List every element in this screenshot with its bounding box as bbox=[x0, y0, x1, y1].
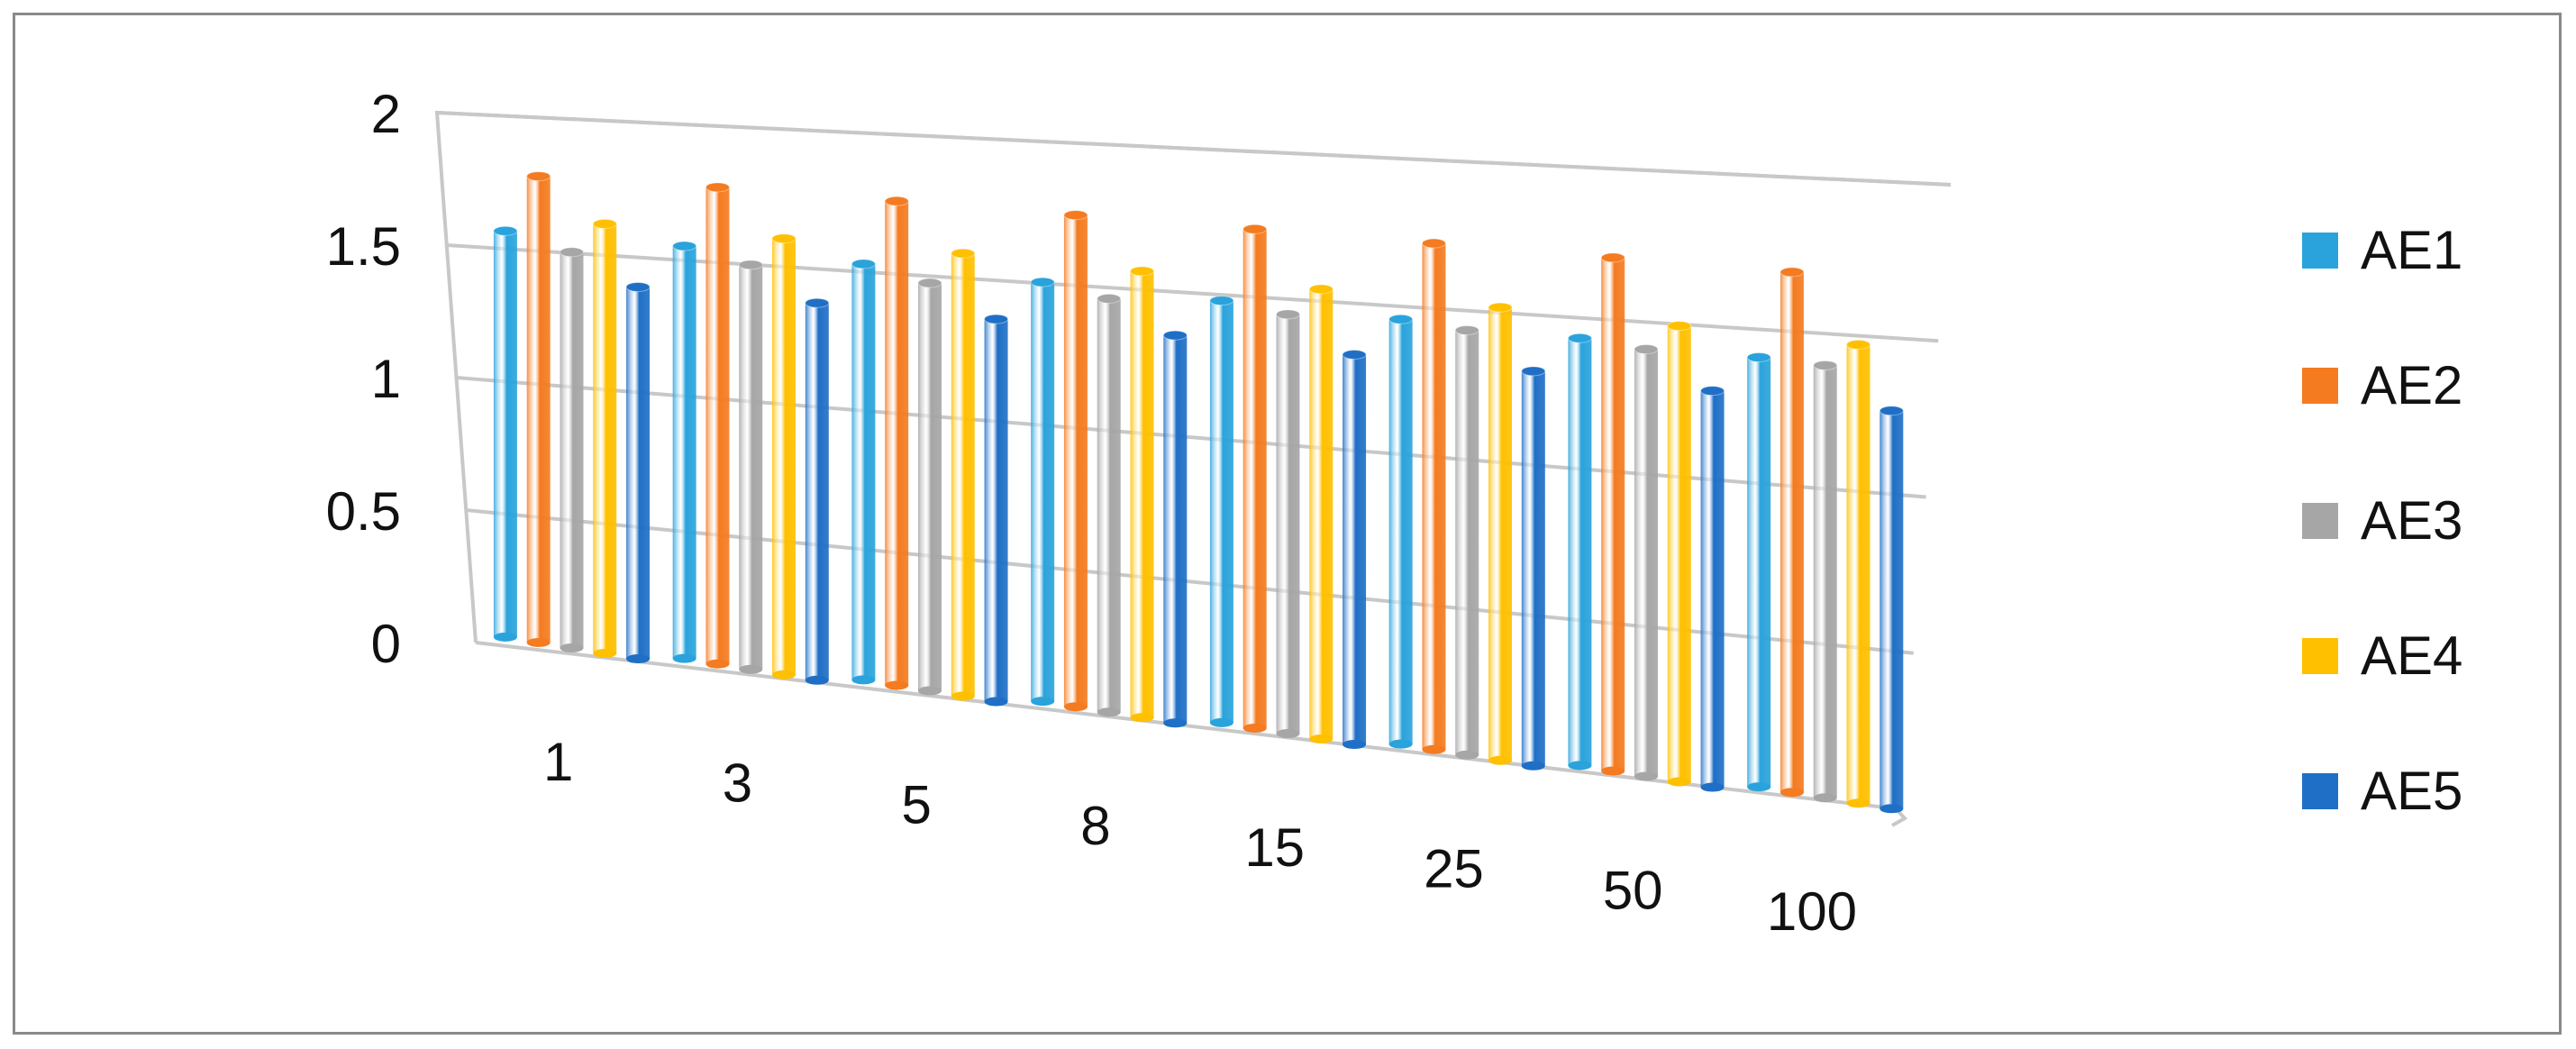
bar-AE4-50 bbox=[1667, 321, 1692, 787]
legend-label: AE3 bbox=[2361, 490, 2462, 551]
bar-AE2-1 bbox=[526, 171, 551, 647]
legend-swatch bbox=[2302, 368, 2338, 404]
y-tick-label: 0.5 bbox=[326, 481, 401, 542]
x-tick-label: 25 bbox=[1424, 839, 1484, 899]
bar-AE2-5 bbox=[884, 196, 909, 690]
bar-AE5-3 bbox=[805, 297, 830, 685]
legend-item-AE1: AE1 bbox=[2302, 220, 2462, 280]
x-tick-label: 15 bbox=[1244, 817, 1305, 878]
legend-label: AE2 bbox=[2361, 355, 2462, 415]
bar-AE3-25 bbox=[1454, 324, 1479, 760]
legend-item-AE3: AE3 bbox=[2302, 490, 2462, 551]
y-tick-label: 0 bbox=[371, 614, 401, 674]
x-tick-label: 3 bbox=[723, 753, 752, 814]
bar-AE5-50 bbox=[1700, 386, 1725, 792]
bar-AE1-50 bbox=[1567, 333, 1592, 771]
bar-AE1-5 bbox=[851, 259, 876, 685]
legend-item-AE4: AE4 bbox=[2302, 625, 2462, 686]
legend-swatch bbox=[2302, 503, 2338, 539]
bar-AE3-100 bbox=[1813, 360, 1838, 803]
bar-AE2-15 bbox=[1242, 223, 1268, 733]
bar-AE2-50 bbox=[1600, 252, 1625, 776]
bar-AE1-100 bbox=[1746, 352, 1771, 792]
bar-AE3-1 bbox=[559, 247, 584, 652]
bar-AE4-15 bbox=[1308, 284, 1334, 744]
gridline bbox=[436, 111, 1952, 187]
bar-AE3-8 bbox=[1097, 293, 1122, 717]
bar-AE5-100 bbox=[1879, 406, 1904, 814]
bar-AE3-3 bbox=[738, 260, 763, 674]
bar-AE1-3 bbox=[672, 241, 697, 663]
x-tick-label: 5 bbox=[902, 774, 932, 835]
legend-item-AE5: AE5 bbox=[2302, 761, 2462, 821]
legend-swatch bbox=[2302, 233, 2338, 269]
bar-AE2-25 bbox=[1421, 238, 1446, 754]
bar-AE4-1 bbox=[592, 218, 617, 659]
bar-AE5-5 bbox=[984, 314, 1009, 707]
bar-AE1-8 bbox=[1030, 277, 1055, 707]
legend-swatch bbox=[2302, 773, 2338, 809]
bar-AE4-8 bbox=[1130, 266, 1155, 723]
legend-label: AE1 bbox=[2361, 220, 2462, 280]
y-tick-label: 1 bbox=[371, 349, 401, 409]
bar-AE5-8 bbox=[1162, 330, 1188, 728]
gridline bbox=[475, 641, 1902, 811]
x-tick-label: 8 bbox=[1080, 796, 1110, 856]
legend-swatch bbox=[2302, 638, 2338, 674]
chart-bars bbox=[493, 171, 1904, 814]
bar-AE4-3 bbox=[771, 233, 796, 680]
bar-AE1-15 bbox=[1209, 296, 1234, 727]
legend: AE1 AE2 AE3 AE4 AE5 bbox=[2302, 220, 2462, 821]
y-tick-label: 2 bbox=[371, 84, 401, 144]
bar-AE5-15 bbox=[1342, 349, 1367, 750]
bar-AE4-100 bbox=[1846, 339, 1871, 808]
x-tick-label: 100 bbox=[1767, 881, 1857, 942]
bar-AE5-1 bbox=[625, 281, 651, 664]
y-axis-tick-labels: 0 0.5 1 1.5 2 bbox=[326, 84, 401, 674]
bar-AE1-25 bbox=[1388, 314, 1414, 749]
bar-AE4-5 bbox=[951, 248, 976, 701]
bar-AE3-15 bbox=[1275, 309, 1300, 738]
bar-AE3-5 bbox=[917, 278, 942, 696]
bar-AE3-50 bbox=[1634, 344, 1659, 781]
x-tick-label: 50 bbox=[1603, 860, 1663, 920]
bar-AE4-25 bbox=[1488, 302, 1513, 765]
x-tick-label: 1 bbox=[543, 732, 573, 792]
legend-item-AE2: AE2 bbox=[2302, 355, 2462, 415]
x-axis-tick-labels: 1 3 5 8 15 25 50 100 bbox=[543, 732, 1857, 942]
bar-AE2-8 bbox=[1063, 210, 1088, 712]
y-tick-label: 1.5 bbox=[326, 216, 401, 277]
legend-label: AE5 bbox=[2361, 761, 2462, 821]
bar-AE2-100 bbox=[1780, 267, 1805, 798]
bar-AE2-3 bbox=[705, 182, 730, 669]
legend-label: AE4 bbox=[2361, 625, 2462, 686]
gridline bbox=[446, 243, 1939, 343]
bar-AE5-25 bbox=[1521, 366, 1546, 771]
bar-AE1-1 bbox=[493, 225, 518, 642]
